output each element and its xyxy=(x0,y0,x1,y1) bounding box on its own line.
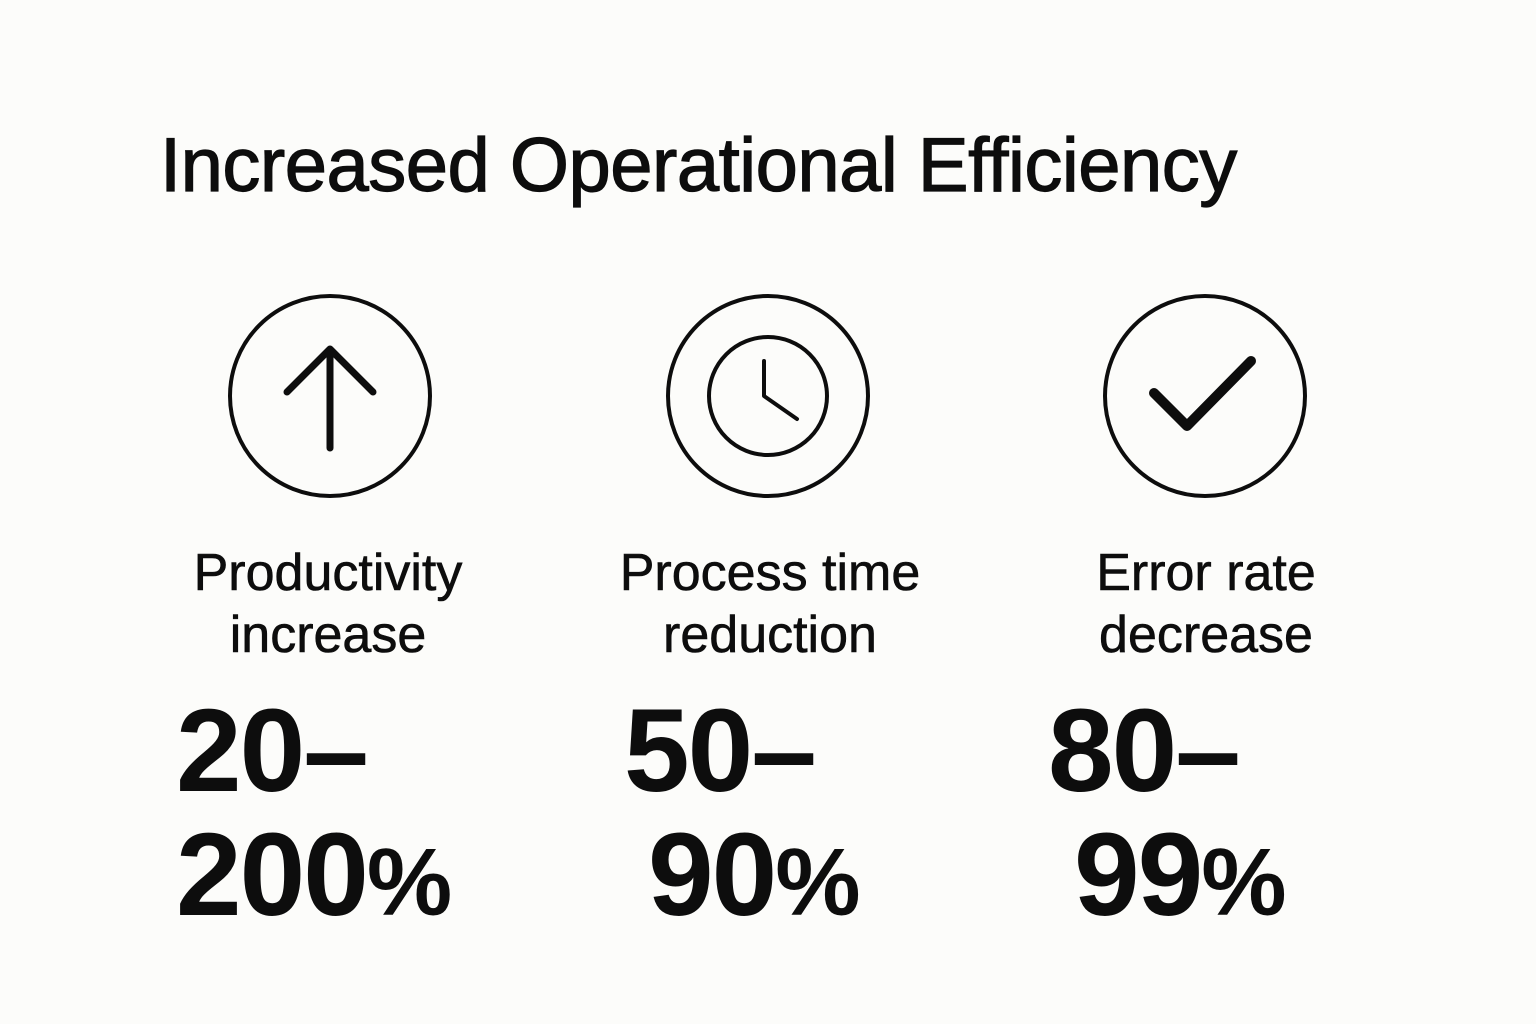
stat-label: Error rate decrease xyxy=(1016,542,1396,666)
stat-value-number: 90 xyxy=(648,809,777,941)
stat-label-line2: reduction xyxy=(663,606,878,665)
stat-label-line1: Productivity xyxy=(193,544,463,603)
stat-label: Productivity increase xyxy=(138,542,518,666)
stat-label-line2: decrease xyxy=(1099,606,1314,665)
arrow-up-icon xyxy=(227,293,433,499)
stat-process-time: Process time reduction 50– 90% xyxy=(512,0,1024,1024)
clock-icon xyxy=(665,293,871,499)
stat-value-unit: % xyxy=(775,829,860,936)
stat-value: 50– 90% xyxy=(624,685,861,942)
stat-value: 20– 200% xyxy=(176,685,452,942)
stat-error-rate: Error rate decrease 80– 99% xyxy=(1024,0,1536,1024)
stat-label-line2: increase xyxy=(229,606,427,665)
stat-label: Process time reduction xyxy=(580,542,960,666)
stat-value-line1: 50– xyxy=(624,685,817,817)
stat-label-line1: Process time xyxy=(619,544,921,603)
stat-value-unit: % xyxy=(1201,829,1286,936)
stat-productivity: Productivity increase 20– 200% xyxy=(0,0,512,1024)
stat-value-line1: 20– xyxy=(176,685,369,817)
checkmark-icon xyxy=(1102,293,1308,499)
stat-value-unit: % xyxy=(366,829,452,936)
page-title: Increased Operational Efficiency xyxy=(159,122,1237,208)
stat-value-number: 99 xyxy=(1074,809,1203,941)
stat-label-line1: Error rate xyxy=(1096,544,1316,603)
stat-value-number: 200 xyxy=(176,809,369,941)
stat-value-line1: 80– xyxy=(1048,685,1241,817)
stat-value: 80– 99% xyxy=(1048,685,1287,942)
